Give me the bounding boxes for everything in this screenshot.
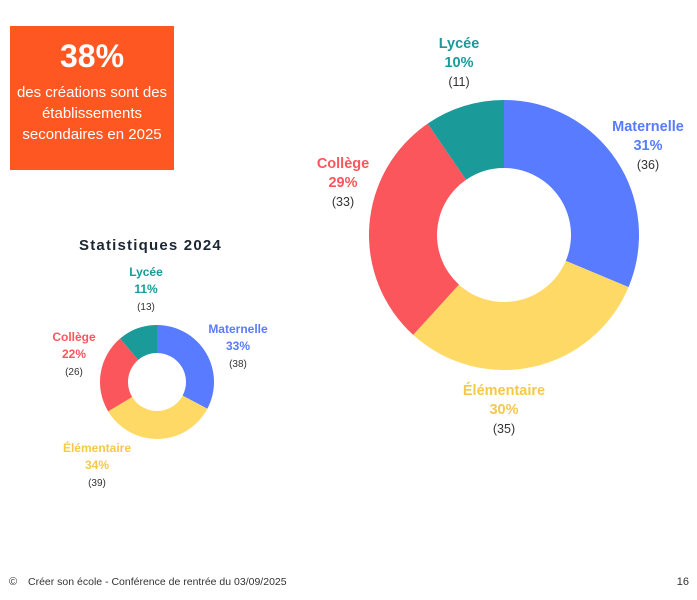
mini-label-lycee: Lycée (129, 265, 163, 279)
mini-count-maternelle: (38) (229, 359, 247, 370)
main-label-maternelle: Maternelle (612, 119, 684, 135)
main-percent-college: 29% (328, 175, 357, 191)
callout-text: des créations sont des établissements se… (16, 84, 168, 143)
main-percent-elementaire: 30% (489, 402, 518, 418)
callout-percent: 38% (59, 38, 125, 74)
main-count-elementaire: (35) (493, 422, 515, 436)
mini-slice-lycee (120, 325, 157, 360)
mini-label-maternelle: Maternelle (208, 322, 268, 336)
main-percent-lycee: 10% (444, 55, 473, 71)
main-label-college: Collège (317, 156, 369, 172)
main-slice-college (368, 123, 467, 335)
copyright-icon: © (9, 576, 18, 588)
mini-label-elementaire: Élémentaire (63, 440, 131, 455)
mini-count-college: (26) (65, 367, 83, 378)
main-label-elementaire: Élémentaire (463, 382, 545, 399)
main-slice-lycee (427, 100, 504, 180)
main-percent-maternelle: 31% (633, 138, 662, 154)
footer-text: Créer son école - Conférence de rentrée … (28, 576, 287, 588)
mini-count-lycee: (13) (137, 302, 155, 313)
mini-percent-elementaire: 34% (85, 458, 109, 472)
main-slice-elementaire (413, 260, 629, 370)
mini-donut: Maternelle 33% (38) Élémentaire 34% (39) Collè… (52, 265, 268, 489)
main-count-college: (33) (332, 195, 354, 209)
mini-percent-lycee: 11% (134, 282, 158, 296)
main-label-lycee: Lycée (439, 36, 480, 52)
mini-percent-maternelle: 33% (226, 339, 250, 353)
main-donut: Maternelle 31% (36) Élémentaire 30% (35) Collè… (317, 36, 684, 436)
highlight-callout: 38% des créations sont des établissement… (10, 26, 174, 170)
mini-slice-maternelle (157, 325, 214, 409)
page-number: 16 (676, 576, 689, 588)
mini-count-elementaire: (39) (88, 478, 106, 489)
main-slice-maternelle (504, 100, 639, 288)
mini-slice-college (100, 338, 139, 412)
main-count-lycee: (11) (448, 75, 469, 89)
mini-slice-elementaire (108, 395, 208, 439)
mini-label-college: Collège (52, 330, 96, 344)
main-count-maternelle: (36) (637, 158, 659, 172)
stats-2024-title: Statistiques 2024 (79, 237, 222, 254)
mini-percent-college: 22% (62, 347, 86, 361)
